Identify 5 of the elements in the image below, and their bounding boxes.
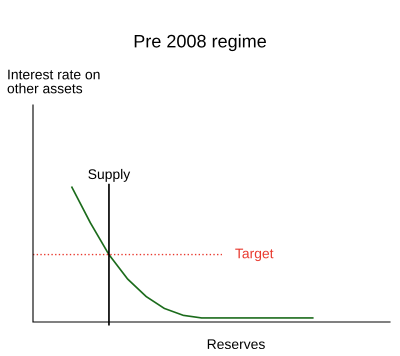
text: Interest rate on other assets bbox=[8, 70, 100, 94]
text: Supply bbox=[88, 168, 130, 182]
x-axis-title: Reserves bbox=[208, 339, 265, 350]
chart-title: Pre 2008 regime bbox=[134, 34, 266, 52]
ref-line-label: Target bbox=[235, 248, 274, 262]
